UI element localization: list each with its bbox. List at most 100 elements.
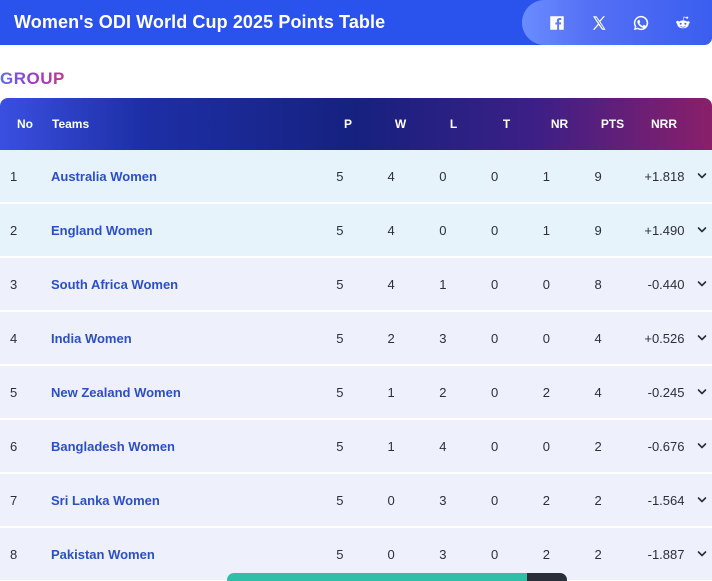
team-link[interactable]: Bangladesh Women bbox=[51, 438, 176, 454]
cell-t: 0 bbox=[491, 384, 499, 400]
cell-t: 0 bbox=[491, 330, 499, 346]
cell-l: 3 bbox=[439, 330, 447, 346]
cell-w: 0 bbox=[387, 492, 395, 508]
cell-l: 0 bbox=[439, 222, 447, 238]
table-body: 1 Australia Women 5 4 0 0 1 9 +1.818 2 England Wom… bbox=[0, 150, 712, 581]
cell-pts: 4 bbox=[594, 330, 602, 346]
cell-l: 3 bbox=[439, 492, 447, 508]
bottom-bar-dark bbox=[527, 573, 567, 581]
table-row[interactable]: 8 Pakistan Women 5 0 3 0 2 2 -1.887 bbox=[0, 528, 712, 581]
team-link[interactable]: New Zealand Women bbox=[51, 384, 181, 400]
cell-team: Pakistan Women bbox=[51, 547, 315, 562]
page-title: Women's ODI World Cup 2025 Points Table bbox=[14, 12, 386, 32]
points-table: No Teams P W L T NR PTS NRR 1 Australia W… bbox=[0, 98, 712, 581]
cell-t: 0 bbox=[491, 438, 499, 454]
cell-no: 8 bbox=[10, 546, 18, 562]
cell-w: 4 bbox=[387, 276, 395, 292]
cell-w: 1 bbox=[387, 384, 395, 400]
cell-pts: 2 bbox=[594, 492, 602, 508]
cell-team: Bangladesh Women bbox=[51, 439, 315, 454]
cell-p: 5 bbox=[336, 546, 344, 562]
cell-t: 0 bbox=[491, 168, 499, 184]
cell-l: 4 bbox=[439, 438, 447, 454]
cell-p: 5 bbox=[336, 438, 344, 454]
col-header-t: T bbox=[502, 117, 511, 131]
cell-nrr: -0.676 bbox=[647, 438, 685, 454]
col-header-nrr: NRR bbox=[651, 117, 677, 131]
col-header-w: W bbox=[394, 117, 407, 131]
chevron-down-icon[interactable] bbox=[692, 333, 712, 343]
cell-no: 7 bbox=[10, 492, 18, 508]
cell-w: 2 bbox=[387, 330, 395, 346]
col-header-pts: PTS bbox=[600, 117, 625, 131]
cell-nr: 0 bbox=[542, 276, 550, 292]
team-link[interactable]: Pakistan Women bbox=[51, 546, 155, 562]
cell-team: England Women bbox=[51, 223, 315, 238]
cell-nr: 2 bbox=[542, 384, 550, 400]
chevron-down-icon[interactable] bbox=[692, 225, 712, 235]
team-link[interactable]: England Women bbox=[51, 222, 153, 238]
cell-nr: 0 bbox=[542, 330, 550, 346]
x-icon[interactable] bbox=[589, 13, 609, 33]
table-row[interactable]: 7 Sri Lanka Women 5 0 3 0 2 2 -1.564 bbox=[0, 474, 712, 528]
cell-l: 1 bbox=[439, 276, 447, 292]
cell-nrr: -1.887 bbox=[647, 546, 685, 562]
reddit-icon[interactable] bbox=[673, 13, 693, 33]
cell-nrr: -0.440 bbox=[647, 276, 685, 292]
chevron-down-icon[interactable] bbox=[692, 495, 712, 505]
cell-p: 5 bbox=[336, 276, 344, 292]
table-row[interactable]: 1 Australia Women 5 4 0 0 1 9 +1.818 bbox=[0, 150, 712, 204]
chevron-down-icon[interactable] bbox=[692, 549, 712, 559]
cell-no: 4 bbox=[10, 330, 18, 346]
cell-pts: 8 bbox=[594, 276, 602, 292]
table-row[interactable]: 2 England Women 5 4 0 0 1 9 +1.490 bbox=[0, 204, 712, 258]
cell-team: India Women bbox=[51, 331, 315, 346]
chevron-down-icon[interactable] bbox=[692, 171, 712, 181]
share-bar bbox=[522, 0, 712, 45]
col-header-l: L bbox=[449, 117, 458, 131]
team-link[interactable]: India Women bbox=[51, 330, 132, 346]
table-row[interactable]: 3 South Africa Women 5 4 1 0 0 8 -0.440 bbox=[0, 258, 712, 312]
cell-p: 5 bbox=[336, 384, 344, 400]
table-row[interactable]: 4 India Women 5 2 3 0 0 4 +0.526 bbox=[0, 312, 712, 366]
cell-nr: 1 bbox=[542, 168, 550, 184]
chevron-down-icon[interactable] bbox=[692, 441, 712, 451]
col-header-teams: Teams bbox=[52, 117, 90, 131]
cell-nr: 2 bbox=[542, 492, 550, 508]
chevron-down-icon[interactable] bbox=[692, 279, 712, 289]
cell-l: 3 bbox=[439, 546, 447, 562]
cell-team: Sri Lanka Women bbox=[51, 493, 315, 508]
cell-t: 0 bbox=[491, 492, 499, 508]
cell-no: 5 bbox=[10, 384, 18, 400]
team-link[interactable]: South Africa Women bbox=[51, 276, 179, 292]
cell-nrr: -0.245 bbox=[647, 384, 685, 400]
team-link[interactable]: Sri Lanka Women bbox=[51, 492, 160, 508]
cell-nr: 0 bbox=[542, 438, 550, 454]
cell-pts: 2 bbox=[594, 438, 602, 454]
col-header-no: No bbox=[17, 117, 33, 131]
cell-nrr: +1.818 bbox=[644, 168, 685, 184]
table-row[interactable]: 5 New Zealand Women 5 1 2 0 2 4 -0.245 bbox=[0, 366, 712, 420]
table-row[interactable]: 6 Bangladesh Women 5 1 4 0 0 2 -0.676 bbox=[0, 420, 712, 474]
team-link[interactable]: Australia Women bbox=[51, 168, 157, 184]
cell-t: 0 bbox=[491, 222, 499, 238]
group-label: GROUP bbox=[0, 69, 65, 88]
cell-no: 1 bbox=[10, 168, 18, 184]
chevron-down-icon[interactable] bbox=[692, 387, 712, 397]
col-header-p: P bbox=[343, 117, 352, 131]
cell-p: 5 bbox=[336, 222, 344, 238]
cell-team: South Africa Women bbox=[51, 277, 315, 292]
cell-t: 0 bbox=[491, 276, 499, 292]
cell-nr: 2 bbox=[542, 546, 550, 562]
whatsapp-icon[interactable] bbox=[631, 13, 651, 33]
cell-l: 2 bbox=[439, 384, 447, 400]
facebook-icon[interactable] bbox=[547, 13, 567, 33]
cell-pts: 4 bbox=[594, 384, 602, 400]
cell-t: 0 bbox=[491, 546, 499, 562]
cell-team: Australia Women bbox=[51, 169, 315, 184]
cell-no: 6 bbox=[10, 438, 18, 454]
col-header-nr: NR bbox=[550, 117, 569, 131]
cell-nrr: +1.490 bbox=[644, 222, 685, 238]
bottom-bar-accent bbox=[227, 573, 527, 581]
bottom-scroll-bar[interactable] bbox=[227, 573, 567, 581]
